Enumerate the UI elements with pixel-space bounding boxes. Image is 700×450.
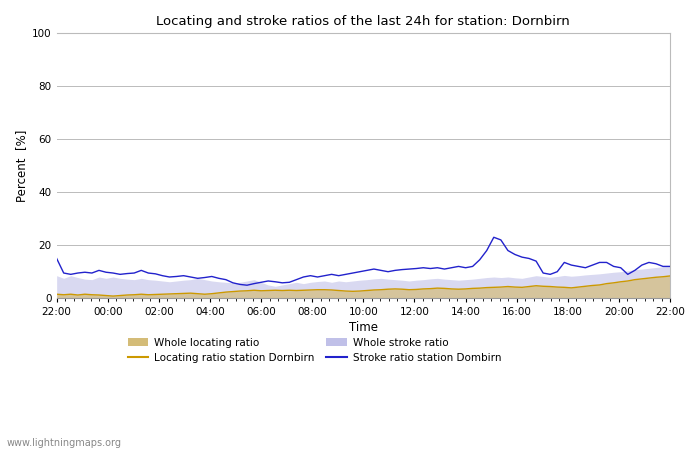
- X-axis label: Time: Time: [349, 321, 378, 334]
- Y-axis label: Percent  [%]: Percent [%]: [15, 130, 28, 202]
- Title: Locating and stroke ratios of the last 24h for station: Dornbirn: Locating and stroke ratios of the last 2…: [157, 15, 570, 28]
- Legend: Whole locating ratio, Locating ratio station Dornbirn, Whole stroke ratio, Strok: Whole locating ratio, Locating ratio sta…: [123, 333, 505, 367]
- Text: www.lightningmaps.org: www.lightningmaps.org: [7, 438, 122, 448]
